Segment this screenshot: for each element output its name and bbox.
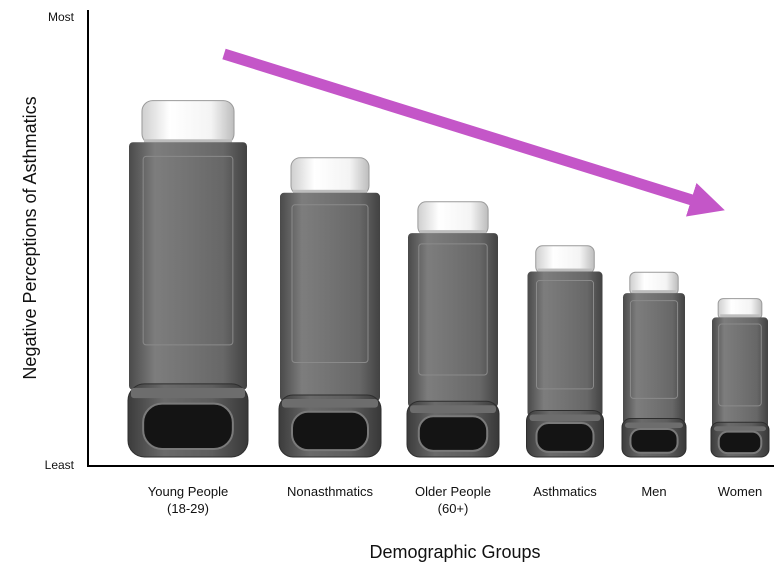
inhaler-bar-0 <box>127 100 249 458</box>
inhaler-body-2 <box>408 233 498 408</box>
inhaler-mouth-5 <box>717 430 763 455</box>
x-tick-label-2: Older People (60+) <box>415 484 491 516</box>
inhaler-cap-1 <box>290 157 370 196</box>
inhaler-base-rim-3 <box>529 414 601 422</box>
inhaler-label-panel-0 <box>142 155 234 346</box>
trend-arrow <box>222 48 725 217</box>
inhaler-bar-2 <box>406 201 500 458</box>
inhaler-body-3 <box>527 271 603 417</box>
inhaler-label-panel-3 <box>536 280 594 390</box>
inhaler-cap-0 <box>141 100 235 145</box>
inhaler-base-rim-1 <box>282 399 378 408</box>
x-tick-label-5: Women <box>718 484 763 499</box>
inhaler-base-rim-4 <box>625 422 683 428</box>
category-labels: Young People (18-29) Nonasthmatics Older Pe… <box>148 484 763 516</box>
inhaler-cap-rim-1 <box>293 189 367 195</box>
inhaler-cap-rim-0 <box>143 139 233 145</box>
x-axis-title: Demographic Groups <box>369 542 540 562</box>
inhaler-bars <box>127 100 770 458</box>
inhaler-body-5 <box>712 317 768 429</box>
inhaler-bar-4 <box>621 271 687 458</box>
inhaler-mouth-2 <box>417 415 489 452</box>
inhaler-label-panel-2 <box>418 243 488 376</box>
x-tick-label-1: Nonasthmatics <box>287 484 373 499</box>
inhaler-bar-1 <box>278 157 382 458</box>
inhaler-body-0 <box>129 142 247 390</box>
inhaler-label-panel-1 <box>291 204 369 364</box>
inhaler-base-rim-2 <box>410 405 496 414</box>
inhaler-mouth-0 <box>142 402 234 450</box>
inhaler-mouth-4 <box>629 427 679 454</box>
inhaler-cap-rim-3 <box>537 268 593 274</box>
y-tick-bottom: Least <box>45 458 75 472</box>
y-axis-title: Negative Perceptions of Asthmatics <box>20 96 40 379</box>
inhaler-base-rim-5 <box>714 426 766 432</box>
inhaler-label-panel-5 <box>718 323 762 407</box>
inhaler-bar-5 <box>710 298 770 458</box>
inhaler-body-1 <box>280 192 380 401</box>
inhaler-bar-3 <box>526 245 604 458</box>
inhaler-cap-rim-2 <box>419 230 487 236</box>
x-tick-label-4: Men <box>641 484 666 499</box>
inhaler-mouth-3 <box>535 422 595 453</box>
inhaler-cap-rim-5 <box>720 314 760 320</box>
y-tick-top: Most <box>48 10 75 24</box>
inhaler-mouth-1 <box>291 410 369 452</box>
x-tick-label-3: Asthmatics <box>533 484 597 499</box>
inhaler-body-4 <box>623 293 685 425</box>
inhaler-base-rim-0 <box>131 387 245 399</box>
x-tick-label-0: Young People (18-29) <box>148 484 229 516</box>
inhaler-cap-rim-4 <box>631 290 677 296</box>
inhaler-label-panel-4 <box>629 300 679 399</box>
